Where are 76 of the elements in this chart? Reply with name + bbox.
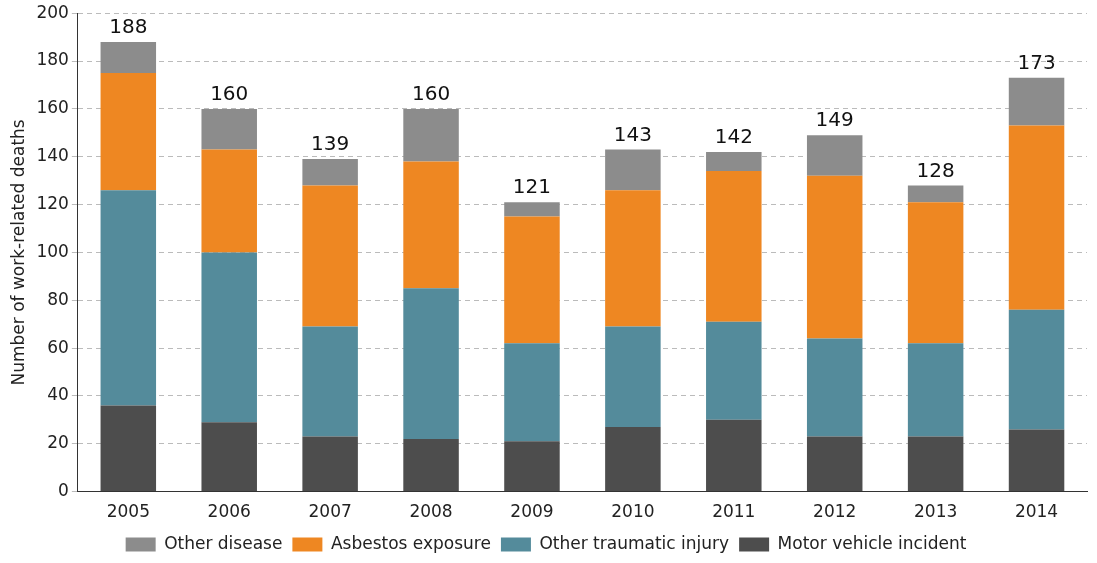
bar — [605, 190, 661, 327]
bar — [504, 202, 560, 217]
bar — [1008, 309, 1065, 430]
bar — [907, 202, 964, 344]
total-label: 173 — [1017, 49, 1056, 74]
bar — [1008, 429, 1065, 492]
y-tick-label: 20 — [47, 432, 69, 453]
x-tick-label: 2010 — [611, 501, 655, 522]
bar — [201, 252, 257, 423]
y-tick-label: 120 — [36, 192, 69, 213]
bar — [605, 149, 661, 191]
total-label: 143 — [613, 121, 652, 146]
bar — [605, 427, 661, 492]
bar — [605, 326, 661, 428]
bar — [907, 185, 964, 203]
bar — [907, 436, 964, 492]
bar — [1008, 77, 1065, 126]
bar — [806, 436, 863, 492]
x-tick-label: 2008 — [409, 501, 453, 522]
total-label: 128 — [916, 157, 955, 182]
y-tick-label: 200 — [36, 1, 69, 22]
bar — [403, 161, 459, 289]
legend-label: Asbestos exposure — [330, 532, 491, 553]
bar — [302, 185, 358, 327]
y-tick-label: 60 — [47, 336, 69, 357]
bar — [100, 405, 157, 492]
bar — [100, 73, 157, 191]
y-tick-label: 160 — [36, 97, 69, 118]
total-label: 160 — [210, 81, 249, 106]
legend-label: Other disease — [164, 532, 283, 553]
bar — [302, 326, 358, 437]
y-tick-label: 80 — [47, 288, 69, 309]
x-tick-label: 2012 — [813, 501, 857, 522]
legend-label: Motor vehicle incident — [777, 532, 967, 553]
y-tick-label: 180 — [36, 49, 69, 70]
total-label: 160 — [411, 81, 451, 106]
y-axis-title: Number of work-related deaths — [7, 119, 28, 386]
total-label: 188 — [109, 14, 148, 39]
x-tick-label: 2009 — [510, 501, 554, 522]
bar — [403, 288, 459, 439]
bar — [100, 41, 157, 73]
bar — [806, 135, 863, 176]
x-tick-label: 2005 — [106, 501, 150, 522]
bar — [907, 343, 964, 437]
bar — [100, 190, 157, 406]
bar — [706, 419, 762, 492]
bar — [504, 216, 560, 344]
total-label: 139 — [311, 131, 350, 156]
legend-label: Other traumatic injury — [539, 532, 730, 553]
bar — [806, 175, 863, 339]
y-tick-label: 140 — [36, 145, 69, 166]
y-tick-label: 0 — [58, 480, 69, 501]
bar — [201, 422, 257, 492]
bar — [806, 338, 863, 437]
bar — [706, 171, 762, 322]
total-label: 142 — [714, 124, 753, 149]
bar — [504, 343, 560, 442]
bar — [302, 159, 358, 186]
bar — [302, 436, 358, 492]
total-label: 121 — [512, 174, 552, 199]
bar — [504, 441, 560, 492]
total-label: 149 — [815, 107, 854, 132]
y-tick-label: 100 — [36, 240, 69, 261]
bar — [201, 108, 257, 150]
bar — [1008, 125, 1065, 310]
y-tick-label: 40 — [47, 384, 69, 405]
bar — [403, 108, 459, 162]
x-tick-label: 2007 — [308, 501, 352, 522]
bar — [201, 149, 257, 253]
bar — [706, 151, 762, 172]
x-tick-label: 2013 — [913, 501, 958, 522]
bar — [403, 438, 459, 492]
x-tick-label: 2014 — [1014, 501, 1059, 522]
bar — [706, 321, 762, 420]
x-tick-label: 2006 — [207, 501, 251, 522]
x-tick-label: 2011 — [712, 501, 756, 522]
